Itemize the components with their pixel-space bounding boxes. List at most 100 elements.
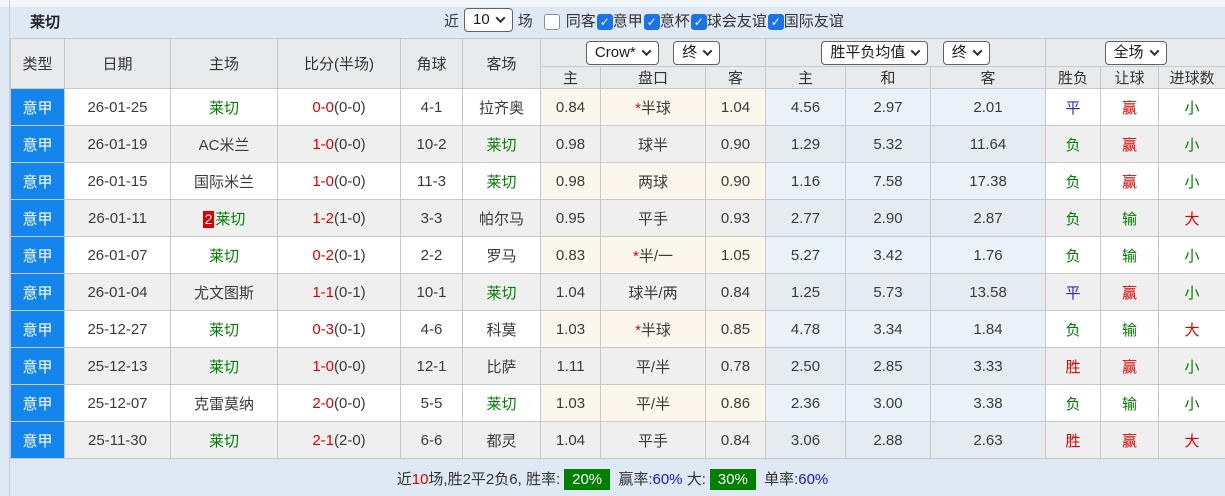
col-header-away: 客场 [462,38,541,89]
goals-cell: 大 [1158,421,1225,459]
odds-home-cell: 1.04 [540,421,601,459]
chevron-down-icon [641,45,652,56]
handicap-star: * [635,99,641,117]
scope-select[interactable]: 全场 [1104,40,1167,65]
col-header-goals: 进球数 [1158,66,1225,89]
filter-controls: 近 10 场 同客 ✓ 意甲 ✓ 意杯 ✓ 球会友谊 ✓ 国际友谊 [444,8,845,32]
result-cell: 负 [1045,236,1102,274]
odds-home-cell: 0.84 [540,88,601,126]
score-cell: 2-0(0-0) [277,384,401,422]
home-team-name: 莱切 [208,321,239,339]
odds-group-header: Crow* 终 [539,38,767,67]
score-cell: 1-1(0-1) [277,273,401,311]
full-score: 2-1 [312,431,334,449]
date-cell: 26-01-04 [64,273,171,311]
handicap-name: 球半 [637,136,668,154]
avg-home-cell: 1.16 [765,162,847,200]
chevron-down-icon [972,45,983,56]
avg-select[interactable]: 胜平负均值 [821,40,929,65]
result-cell: 负 [1045,310,1102,348]
handicap-result-cell: 输 [1100,310,1160,348]
away-team-cell: 比萨 [462,347,541,385]
avg-draw-cell: 2.97 [845,88,932,126]
handicap-result-cell: 赢 [1100,421,1160,459]
away-team-cell: 莱切 [462,162,541,200]
odds-home-cell: 0.98 [540,162,601,200]
home-team-name: 莱切 [208,358,239,376]
page-title: 莱切 [30,13,61,31]
score-cell: 1-2(1-0) [277,199,401,237]
recent-count-select[interactable]: 10 [464,8,513,32]
away-team-cell: 罗马 [462,236,541,274]
result-cell: 平 [1045,88,1102,126]
away-team-cell: 科莫 [462,310,541,348]
footer-single-value: 60% [798,471,829,488]
col-header-avg-draw: 和 [845,66,932,89]
league-cell: 意甲 [10,421,65,459]
goals-cell: 小 [1158,347,1225,385]
result-cell: 负 [1045,162,1102,200]
chevron-down-icon [910,45,921,56]
handicap-name: 半球 [640,321,671,339]
league-cell: 意甲 [10,273,65,311]
corner-cell: 6-6 [400,421,463,459]
goals-cell: 小 [1158,162,1225,200]
avg-draw-cell: 2.90 [845,199,932,237]
checkbox-球会友谊[interactable]: ✓ [690,13,707,30]
handicap-cell: 平手 [600,421,706,459]
handicap-result-cell: 输 [1100,384,1160,422]
checkbox-label-同客: 同客 [565,12,596,30]
goals-cell: 大 [1158,199,1225,237]
checkbox-意甲[interactable]: ✓ [596,13,613,30]
handicap-cell: *半/一 [600,236,706,274]
half-score: (2-0) [334,431,366,449]
avg-time-select[interactable]: 终 [942,40,990,65]
footer-record-text: 场,胜2平2负6, 胜率: [428,471,561,488]
chevron-down-icon [495,13,506,24]
avg-home-cell: 4.78 [765,310,847,348]
half-score: (0-0) [334,98,366,116]
avg-away-cell: 2.01 [930,88,1047,126]
away-team-cell: 莱切 [462,125,541,163]
avg-draw-cell: 3.00 [845,384,932,422]
odds-away-cell: 0.84 [704,273,767,311]
away-team-name: 莱切 [486,284,517,302]
odds-company-value: Crow* [594,43,636,61]
corner-cell: 5-5 [400,384,463,422]
home-team-name: AC米兰 [198,136,250,154]
away-team-name: 拉齐奥 [478,99,524,117]
avg-home-cell: 2.77 [765,199,847,237]
odds-away-cell: 1.04 [704,88,767,126]
away-team-name: 莱切 [486,136,517,154]
checkbox-国际友谊[interactable]: ✓ [767,13,784,30]
table-row: 意甲 25-12-27 莱切 0-3(0-1) 4-6 科莫 1.03 *半球 0.85 4.78… [10,310,1225,348]
avg-draw-cell: 2.85 [845,347,932,385]
checkbox-意杯[interactable]: ✓ [643,13,660,30]
full-score: 0-2 [312,246,334,264]
league-cell: 意甲 [10,88,65,126]
checkbox-同客[interactable] [543,13,560,30]
col-header-odds-home: 主 [540,66,601,89]
handicap-result-cell: 输 [1100,199,1160,237]
home-team-name: 莱切 [208,99,239,117]
date-cell: 25-12-07 [64,384,171,422]
odds-company-select[interactable]: Crow* [585,40,659,65]
handicap-cell: 平/半 [600,347,706,385]
odds-home-cell: 1.04 [540,273,601,311]
handicap-result-cell: 赢 [1100,273,1160,311]
handicap-name: 两球 [637,173,668,191]
odds-time-select[interactable]: 终 [673,40,721,65]
result-cell: 胜 [1045,347,1102,385]
full-score: 1-0 [312,357,334,375]
date-cell: 26-01-15 [64,162,171,200]
col-header-odds-away: 客 [704,66,767,89]
league-cell: 意甲 [10,236,65,274]
col-header-date: 日期 [64,38,171,89]
footer-single-label: 单率: [764,471,799,488]
score-cell: 0-3(0-1) [277,310,401,348]
league-cell: 意甲 [10,125,65,163]
table-row: 意甲 25-11-30 莱切 2-1(2-0) 6-6 都灵 1.04 平手 0.84 3.06 2… [10,421,1225,459]
home-team-cell: 国际米兰 [170,162,278,200]
away-team-cell: 莱切 [462,384,541,422]
handicap-star: * [632,247,639,265]
